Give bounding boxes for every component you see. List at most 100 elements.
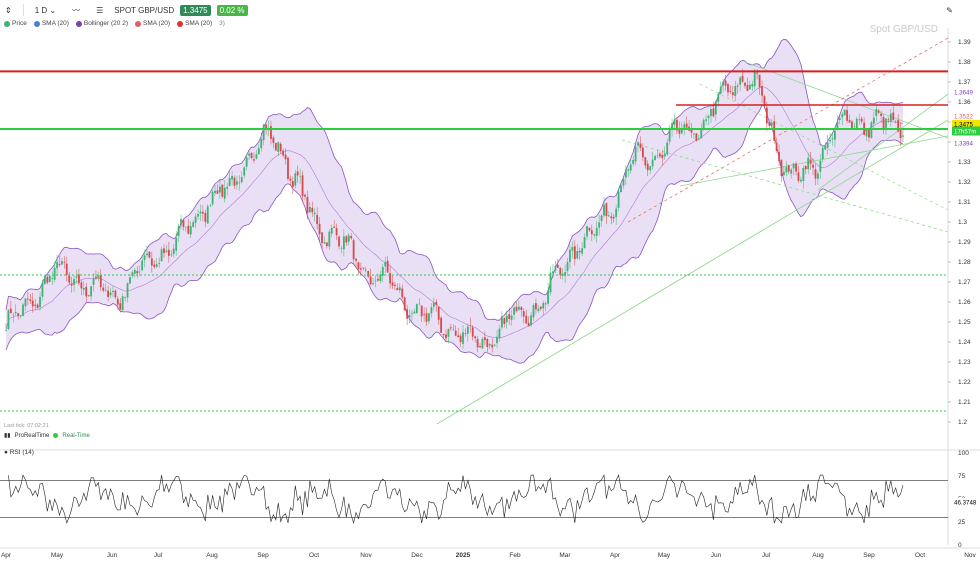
candle-body <box>384 262 387 267</box>
candle-body <box>843 109 846 116</box>
candle-body <box>561 273 564 276</box>
symbol-label[interactable]: SPOT GBP/USD <box>114 5 175 15</box>
candle-body <box>834 130 836 140</box>
candle-body <box>257 148 260 155</box>
candle-body <box>170 254 173 256</box>
candle-body <box>437 306 440 320</box>
candle-body <box>736 85 739 87</box>
x-tick-label: Nov <box>964 552 976 559</box>
candle-body <box>885 118 887 129</box>
candle-body <box>697 138 700 140</box>
candle-body <box>683 124 686 128</box>
candle-body <box>603 204 605 216</box>
timeframe-select[interactable]: 1 D ⌄ <box>34 5 57 15</box>
rsi-value-bg <box>952 497 980 507</box>
candle-body <box>131 272 134 276</box>
candle-body <box>578 250 581 253</box>
y-tick-label: 1.37 <box>958 79 971 86</box>
candle-body <box>518 306 520 310</box>
candle-body <box>415 304 418 314</box>
candle-body <box>403 297 406 311</box>
y-tick-label: 1.27 <box>958 279 971 286</box>
x-tick-label: Apr <box>610 552 621 559</box>
candle-body <box>751 84 754 87</box>
candle-body <box>797 172 800 181</box>
candle-body <box>236 181 238 185</box>
candle-body <box>741 75 744 82</box>
feed-name: ProRealTime <box>14 432 50 439</box>
candle-body <box>330 227 333 234</box>
bollinger-band <box>5 38 904 364</box>
candle-body <box>814 169 817 179</box>
candle-body <box>622 178 625 186</box>
trend-channel-middle <box>699 83 949 211</box>
candle-body <box>734 86 737 97</box>
candle-body <box>593 234 596 236</box>
candle-body <box>676 119 678 131</box>
chart-type-icon[interactable]: 〰 <box>72 5 81 15</box>
candle-body <box>355 258 357 261</box>
legend-sma-light-red[interactable]: SMA (20) <box>134 20 170 27</box>
candle-body <box>177 226 180 237</box>
candle-body <box>70 283 73 286</box>
candle-body <box>595 227 598 236</box>
candle-body <box>858 119 861 120</box>
candle-body <box>211 191 214 205</box>
legend-price[interactable]: Price <box>4 20 27 27</box>
legend-sma-red[interactable]: SMA (20) <box>177 20 212 27</box>
candle-body <box>199 211 202 214</box>
legend-sma-blue[interactable]: SMA (20) <box>33 20 69 27</box>
legend-bollinger[interactable]: Bollinger (20 2) <box>75 20 128 27</box>
legend-more[interactable]: 3) <box>219 20 225 27</box>
candle-body <box>350 236 353 239</box>
candle-body <box>865 130 868 137</box>
candle-body <box>99 275 102 288</box>
instrument-menu-icon[interactable]: ☰ <box>96 5 104 15</box>
x-tick-label: Aug <box>206 552 218 559</box>
candle-body <box>780 159 783 177</box>
candle-body <box>238 182 241 184</box>
candle-body <box>245 157 248 167</box>
candle-body <box>51 277 54 279</box>
candle-body <box>581 248 584 254</box>
last-tick-label: Last tick: 07:02:21 <box>4 423 49 429</box>
candle-body <box>61 260 63 265</box>
candle-body <box>311 207 314 213</box>
candle-body <box>333 226 336 228</box>
candles <box>5 68 904 353</box>
rsi-tick-label: 25 <box>958 519 966 526</box>
y-tick-label: 1.24 <box>958 339 971 346</box>
candle-body <box>116 298 119 305</box>
candle-body <box>586 226 588 237</box>
candle-body <box>167 249 170 256</box>
candle-body <box>612 216 615 219</box>
candle-body <box>408 315 411 318</box>
candle-body <box>46 276 49 283</box>
candle-body <box>598 222 601 228</box>
candle-body <box>778 151 780 162</box>
candle-body <box>821 148 824 160</box>
candle-body <box>163 248 165 254</box>
candle-body <box>75 276 78 278</box>
candle-body <box>391 282 394 286</box>
x-tick-label: Jul <box>154 552 163 559</box>
candle-body <box>588 227 591 231</box>
x-tick-label: Oct <box>915 552 925 559</box>
candle-body <box>756 72 759 74</box>
candle-body <box>396 287 399 291</box>
candle-body <box>175 237 178 251</box>
candle-body <box>892 112 895 121</box>
candle-body <box>693 133 695 135</box>
pin-icon[interactable]: ✎ <box>946 5 953 15</box>
candle-body <box>462 332 464 344</box>
scroll-arrows-icon[interactable]: ⇕ <box>5 5 12 15</box>
candle-body <box>36 304 39 309</box>
countdown-badge: 17h57m <box>954 128 976 135</box>
candle-body <box>539 306 542 309</box>
data-feed: ▮▮ ProRealTime Real-Time <box>4 432 90 440</box>
candle-body <box>420 305 423 317</box>
candle-body <box>306 196 309 214</box>
rsi-indicator-label[interactable]: ● RSI (14) <box>4 449 34 456</box>
legend-label: Bollinger (20 2) <box>83 20 128 27</box>
